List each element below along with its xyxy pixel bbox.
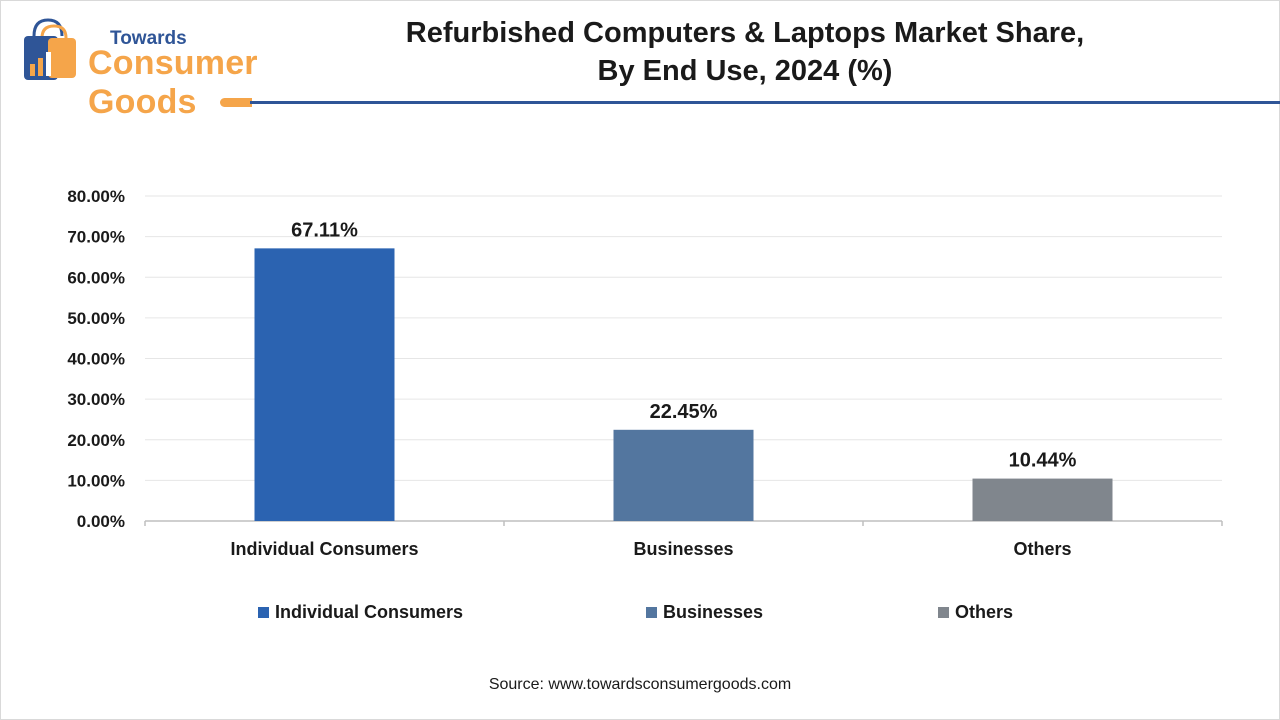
source-url: www.towardsconsumergoods.com [548,676,792,693]
legend-item-individual-consumers: Individual Consumers [258,602,463,623]
legend-swatch [646,607,657,618]
source-prefix: Source: [488,676,549,693]
brand-name-top: Towards [110,28,187,49]
header-divider [250,101,1280,104]
source-note: Source: www.towardsconsumergoods.com [0,676,1280,694]
y-tick-label: 70.00% [67,228,125,247]
brand-name-main: Consumer Goods [88,44,258,121]
y-tick-label: 10.00% [67,471,125,490]
x-tick-label: Individual Consumers [230,539,418,559]
data-label: 67.11% [291,219,358,241]
chart-legend: Individual Consumers Businesses Others [0,602,1280,626]
bar [254,248,395,521]
y-tick-label: 60.00% [67,268,125,287]
y-tick-label: 20.00% [67,431,125,450]
legend-swatch [938,607,949,618]
legend-item-others: Others [938,602,1013,623]
legend-label: Individual Consumers [275,602,464,622]
bar-chart: 0.00% 10.00% 20.00% 30.00% 40.00% 50.00% 60.00… [67,187,1223,559]
legend-swatch [258,607,269,618]
chart-title-line-2: By End Use, 2024 (%) [597,55,893,87]
chart-title-line-1: Refurbished Computers & Laptops Market S… [405,17,1085,49]
legend-label: Others [955,602,1014,622]
bar [972,478,1113,521]
x-tick-label: Businesses [633,539,733,559]
chart-title: Refurbished Computers & Laptops Market S… [400,14,1090,90]
y-tick-label: 50.00% [67,309,125,328]
legend-item-businesses: Businesses [646,602,763,623]
header-accent-pill [220,98,252,107]
data-label: 22.45% [650,401,718,423]
data-label: 10.44% [1009,450,1077,472]
y-tick-label: 80.00% [67,187,125,206]
y-tick-label: 30.00% [67,390,125,409]
bar [613,429,754,521]
y-tick-label: 40.00% [67,350,125,369]
shopping-bag-icon [24,18,76,80]
legend-label: Businesses [663,602,764,622]
brand-logo: Towards Consumer Goods [18,14,368,121]
y-tick-label: 0.00% [77,512,125,531]
x-tick-label: Others [1013,539,1071,559]
